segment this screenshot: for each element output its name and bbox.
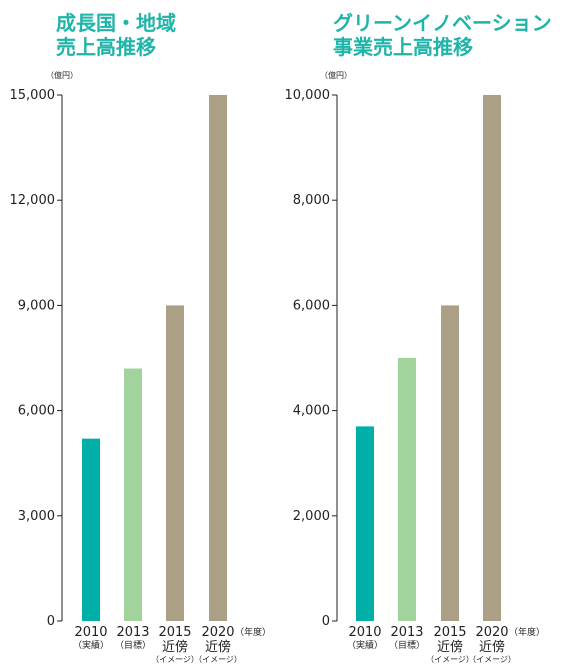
y-tick-label: 2,000 xyxy=(293,509,330,524)
category-note-label: （イメージ） xyxy=(426,655,474,664)
y-axis-unit: （億円） xyxy=(46,70,78,80)
category-year-label: 2013 xyxy=(116,625,149,640)
y-tick-label: 6,000 xyxy=(18,404,55,419)
category-note-label: （イメージ） xyxy=(194,655,242,664)
bar-2013 xyxy=(398,358,416,621)
chart-title-line: 売上高推移 xyxy=(56,35,156,59)
category-year-label: 2015 xyxy=(433,625,466,640)
category-sub-label: （実績） xyxy=(73,639,109,651)
y-tick-label: 0 xyxy=(322,614,330,629)
bar-2010 xyxy=(356,426,374,621)
y-tick-label: 12,000 xyxy=(10,193,56,208)
category-year-label: 2020 xyxy=(201,625,234,640)
category-year-label: 2010 xyxy=(348,625,381,640)
y-tick-label: 4,000 xyxy=(293,404,330,419)
bar-2020 xyxy=(209,95,227,621)
category-sub-label: 近傍 xyxy=(205,639,231,655)
x-axis-unit: （年度） xyxy=(509,626,545,638)
category-year-label: 2013 xyxy=(390,625,423,640)
category-year-label: 2010 xyxy=(74,625,107,640)
bar-2015 xyxy=(166,305,184,621)
category-sub-label: （実績） xyxy=(347,639,383,651)
y-tick-label: 9,000 xyxy=(18,298,55,313)
category-note-label: （イメージ） xyxy=(468,655,516,664)
category-sub-label: 近傍 xyxy=(479,639,505,655)
y-tick-label: 3,000 xyxy=(18,509,55,524)
bar-2013 xyxy=(124,368,142,621)
y-tick-label: 6,000 xyxy=(293,298,330,313)
y-tick-label: 8,000 xyxy=(293,193,330,208)
bar-2020 xyxy=(483,95,501,621)
category-sub-label: 近傍 xyxy=(437,639,463,655)
category-sub-label: （目標） xyxy=(115,639,151,651)
y-tick-label: 15,000 xyxy=(10,88,56,103)
category-year-label: 2015 xyxy=(158,625,191,640)
bar-2010 xyxy=(82,438,100,621)
x-axis-unit: （年度） xyxy=(235,626,271,638)
chart-title-line: 成長国・地域 xyxy=(56,11,176,35)
category-sub-label: 近傍 xyxy=(162,639,188,655)
y-tick-label: 10,000 xyxy=(285,88,331,103)
y-tick-label: 0 xyxy=(47,614,55,629)
chart-title-line: グリーンイノベーション xyxy=(333,11,552,35)
category-year-label: 2020 xyxy=(475,625,508,640)
category-note-label: （イメージ） xyxy=(151,655,199,664)
bar-2015 xyxy=(441,305,459,621)
category-sub-label: （目標） xyxy=(389,639,425,651)
chart-title-line: 事業売上高推移 xyxy=(333,35,473,59)
y-axis-unit: （億円） xyxy=(320,70,352,80)
